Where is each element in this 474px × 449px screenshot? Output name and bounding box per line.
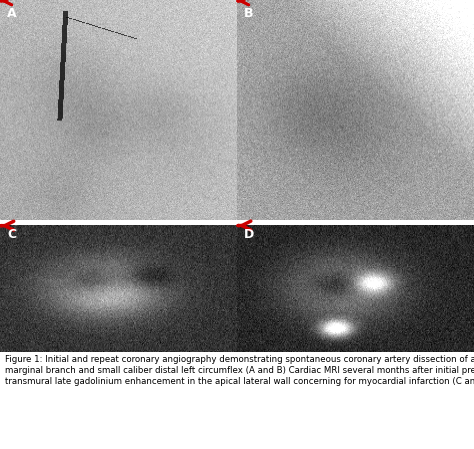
Text: D: D xyxy=(244,229,255,242)
Text: A: A xyxy=(7,7,17,20)
Text: B: B xyxy=(244,7,254,20)
Text: Figure 1: Initial and repeat coronary angiography demonstrating spontaneous coro: Figure 1: Initial and repeat coronary an… xyxy=(5,355,474,386)
Text: C: C xyxy=(7,229,16,242)
